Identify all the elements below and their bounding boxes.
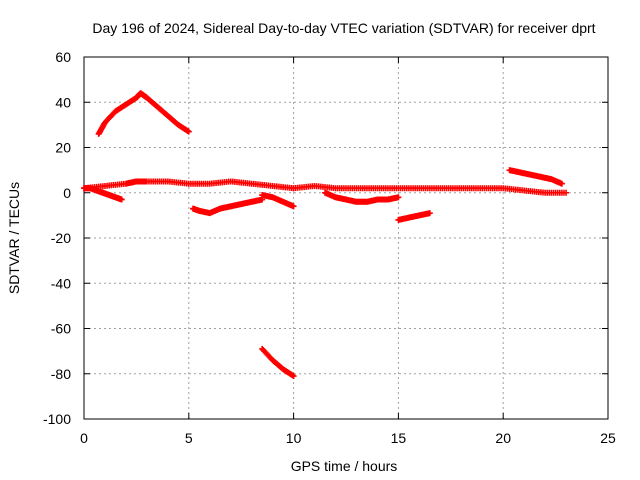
y-tick-label: -60	[51, 321, 71, 337]
plot-frame	[83, 56, 609, 420]
data-point	[558, 180, 565, 187]
data-point	[563, 189, 570, 196]
x-tick-label: 20	[495, 430, 511, 446]
series-arc-3	[81, 178, 297, 192]
grid	[84, 57, 608, 419]
series-arc-4	[290, 182, 570, 196]
data-point	[290, 203, 297, 210]
y-tick-label: -20	[51, 230, 71, 246]
series-arc-8	[395, 210, 433, 223]
y-tick-label: -40	[51, 275, 71, 291]
y-axis-label: SDTVAR / TECUs	[6, 182, 22, 294]
y-tick-label: -100	[43, 411, 71, 427]
series-arc-1	[95, 90, 192, 137]
x-tick-labels: 0 5 10 15 20 25	[80, 430, 616, 446]
series-arc-10	[506, 167, 565, 187]
data-points	[81, 90, 570, 380]
chart-title: Day 196 of 2024, Sidereal Day-to-day VTE…	[92, 20, 595, 36]
data-point	[118, 196, 125, 203]
data-point	[290, 373, 297, 380]
y-tick-label: 0	[63, 185, 71, 201]
data-point	[185, 128, 192, 135]
x-tick-label: 10	[286, 430, 302, 446]
series-arc-6	[259, 192, 297, 210]
data-point	[426, 210, 433, 217]
x-axis-label: GPS time / hours	[291, 458, 398, 474]
y-tick-label: -80	[51, 366, 71, 382]
x-tick-label: 0	[80, 430, 88, 446]
y-tick-label: 60	[55, 49, 71, 65]
y-tick-label: 40	[55, 94, 71, 110]
x-tick-label: 5	[185, 430, 193, 446]
data-point	[395, 194, 402, 201]
series-arc-5	[189, 196, 266, 217]
x-tick-label: 15	[391, 430, 407, 446]
series-arc-9	[259, 345, 297, 380]
x-tick-label: 25	[600, 430, 616, 446]
y-tick-label: 20	[55, 140, 71, 156]
series-arc-7	[322, 189, 402, 205]
y-tick-labels: -100 -80 -60 -40 -20 0 20 40 60	[43, 49, 71, 427]
